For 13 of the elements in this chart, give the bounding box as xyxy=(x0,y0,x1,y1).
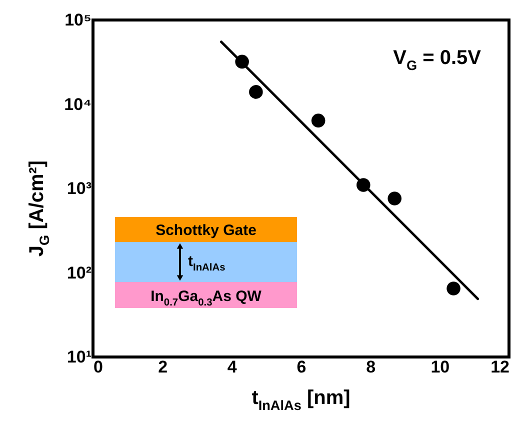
x-tick-label: 12 xyxy=(490,358,510,376)
x-tick-label: 2 xyxy=(158,358,168,376)
x-tick-label: 8 xyxy=(366,358,376,376)
x-tick-label: 0 xyxy=(94,358,103,376)
y-tick-label: 10⁴ xyxy=(64,94,92,114)
x-tick-label: 10 xyxy=(430,358,450,376)
y-tick-label: 10⁵ xyxy=(64,10,92,30)
y-tick-label: 10¹ xyxy=(66,348,92,366)
x-tick-label: 6 xyxy=(296,358,306,376)
y-tick-label: 10³ xyxy=(66,179,92,198)
y-tick-label: 10² xyxy=(66,263,92,282)
x-tick-label: 4 xyxy=(227,358,238,376)
y-axis-title: JG [A/cm²] xyxy=(26,160,52,257)
